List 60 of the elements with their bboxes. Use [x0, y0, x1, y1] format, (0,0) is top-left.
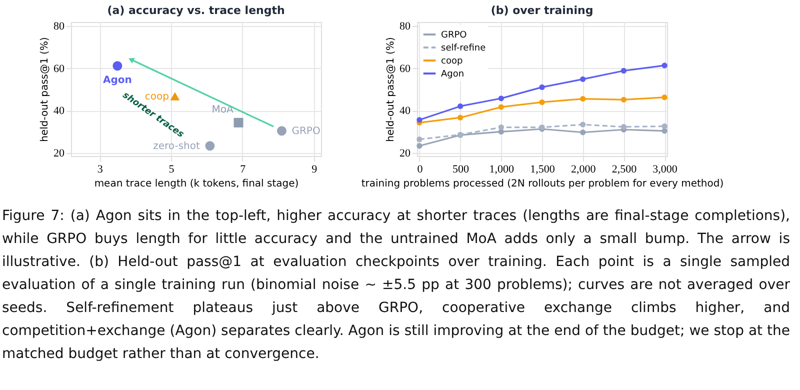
- y-axis-title: held-out pass@1 (%): [386, 37, 396, 142]
- x-tick-label: 500: [452, 164, 470, 176]
- point: [112, 61, 122, 71]
- y-axis-title: held-out pass@1 (%): [40, 37, 50, 142]
- y-tick-label: 20: [400, 147, 411, 160]
- y-tick-label: 80: [400, 20, 411, 33]
- x-tick-label: 3,000: [652, 164, 678, 176]
- point: [276, 126, 286, 136]
- point: [580, 130, 586, 136]
- point: [498, 96, 504, 102]
- x-axis-title: training problems processed (2N rollouts per problem for every method): [361, 178, 724, 190]
- point: [580, 76, 586, 82]
- point: [620, 124, 627, 130]
- x-tick-label: 3: [97, 164, 104, 176]
- chart-title: (a) accuracy vs. trace length: [107, 4, 285, 18]
- point: [205, 141, 215, 151]
- point: [620, 96, 627, 102]
- point: [457, 103, 464, 110]
- legend-label: GRPO: [441, 30, 467, 40]
- x-axis-title: mean trace length (k tokens, final stage): [94, 178, 299, 190]
- x-tick-label: 7: [240, 164, 246, 176]
- series-label: zero-shot: [153, 140, 200, 152]
- point: [539, 99, 545, 106]
- legend-label: coop: [441, 56, 463, 66]
- y-tick-label: 80: [54, 20, 65, 33]
- series-label: Agon: [102, 74, 132, 86]
- point: [498, 124, 504, 130]
- y-tick-label: 60: [54, 62, 65, 75]
- point: [662, 94, 668, 100]
- x-tick-label: 0: [417, 164, 424, 176]
- point: [662, 62, 668, 68]
- point: [457, 114, 464, 120]
- y-tick-label: 40: [400, 105, 411, 118]
- legend-label: Agon: [441, 70, 464, 80]
- point: [234, 118, 244, 128]
- x-tick-label: 1,500: [530, 164, 556, 176]
- point: [662, 123, 668, 130]
- point: [620, 68, 627, 74]
- legend-label: self-refine: [441, 44, 486, 54]
- series-label: GRPO: [292, 126, 320, 137]
- y-tick-label: 60: [400, 62, 411, 75]
- caption: Figure 7: (a) Agon sits in the top-left, higher accuracy at shorter traces (lengths are final-stage completions), while GRPO buys length for little accuracy and the untrained MoA adds only a small bump. The arrow is illustrative. (b) Held-out pass@1 at evaluation checkpoints over training. Each point is a single sampled evaluation of a single training run (binomial noise ~ ±5.5 pp at 300 problems); curves are not averaged over seeds. Self-refinement plateaus just above GRPO, cooperative exchange climbs higher, and competition+exchange (Agon) separates clearly. Agon is still improving at the end of the budget; we stop at the matched budget rather than at convergence.: [2, 207, 790, 364]
- point: [580, 96, 586, 102]
- point: [662, 128, 668, 134]
- y-tick-label: 40: [54, 105, 65, 118]
- y-tick-label: 20: [54, 147, 65, 160]
- point: [416, 117, 422, 123]
- point: [170, 92, 180, 100]
- point: [416, 136, 422, 142]
- chart-title: (b) over training: [490, 4, 594, 18]
- x-tick-label: 5: [168, 164, 175, 176]
- x-tick-label: 9: [312, 164, 318, 176]
- x-tick-label: 1,000: [489, 164, 515, 176]
- point: [580, 122, 586, 128]
- x-tick-label: 2,000: [570, 164, 596, 176]
- x-tick-label: 2,500: [612, 164, 638, 176]
- series-label: MoA: [212, 104, 234, 116]
- point: [498, 104, 504, 110]
- point: [416, 143, 422, 149]
- point: [539, 84, 545, 90]
